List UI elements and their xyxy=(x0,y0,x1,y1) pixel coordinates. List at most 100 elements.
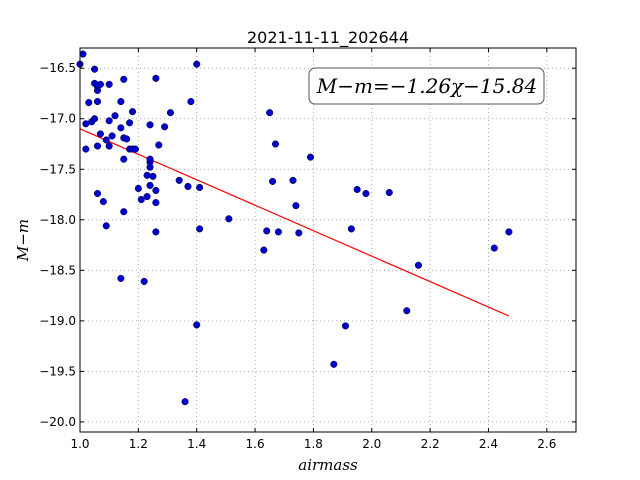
data-point xyxy=(128,108,137,116)
data-point xyxy=(117,98,125,106)
data-point xyxy=(505,228,513,236)
y-tick-label: −19.5 xyxy=(39,364,76,378)
data-point xyxy=(196,183,204,192)
plot-frame xyxy=(79,47,577,433)
x-tick-labels: 1.0 1.2 1.4 1.6 1.8 2.0 2.2 2.4 2.6 xyxy=(70,437,556,451)
x-axis-label: airmass xyxy=(298,456,358,474)
data-point xyxy=(152,186,160,195)
data-point xyxy=(347,225,355,233)
data-point xyxy=(85,99,93,107)
data-point xyxy=(120,75,128,83)
data-point xyxy=(143,192,151,201)
data-point xyxy=(143,171,151,179)
data-point xyxy=(146,181,154,189)
data-point xyxy=(117,274,125,282)
y-tick-label: −17.0 xyxy=(39,112,76,126)
data-point xyxy=(161,123,169,131)
data-point xyxy=(93,189,102,198)
data-point xyxy=(96,80,104,88)
chart-title: 2021-11-11_202644 xyxy=(247,28,409,48)
data-point xyxy=(295,229,303,237)
data-point xyxy=(341,322,350,330)
x-tick-label: 2.0 xyxy=(362,437,381,451)
data-point xyxy=(269,177,277,185)
x-tick-label: 1.0 xyxy=(70,437,89,451)
data-point xyxy=(123,135,131,143)
y-tick-label: −18.0 xyxy=(39,213,76,227)
data-point xyxy=(271,140,280,148)
data-point xyxy=(102,222,110,230)
data-point xyxy=(166,109,174,117)
data-point xyxy=(175,176,183,184)
data-point xyxy=(155,141,163,149)
y-axis-label: M−m xyxy=(14,219,32,262)
x-tick-label: 1.2 xyxy=(129,437,148,451)
y-tick-labels: −16.5 −17.0 −17.5 −18.0 −18.5 −19.0 −19.5 −20.0 xyxy=(39,61,76,429)
data-point xyxy=(93,98,102,106)
data-point xyxy=(260,246,268,254)
data-point xyxy=(146,121,154,129)
data-point xyxy=(108,132,116,140)
data-point xyxy=(414,261,422,269)
data-point xyxy=(91,115,99,123)
x-tick-label: 2.4 xyxy=(479,437,498,451)
data-point xyxy=(152,199,160,207)
data-point xyxy=(225,215,233,223)
data-point xyxy=(149,172,157,180)
plot-area-background xyxy=(80,48,576,432)
data-point xyxy=(91,65,99,73)
x-tick-label: 2.2 xyxy=(421,437,440,451)
data-point xyxy=(152,228,160,236)
data-point xyxy=(263,227,271,235)
data-point xyxy=(196,225,204,233)
data-point xyxy=(96,130,104,138)
data-point xyxy=(353,185,361,194)
data-point xyxy=(134,184,142,193)
data-point xyxy=(385,188,393,197)
data-point xyxy=(306,153,315,161)
data-point xyxy=(292,202,300,210)
data-point xyxy=(99,198,107,206)
data-point xyxy=(131,145,139,153)
data-point xyxy=(120,208,128,216)
data-point xyxy=(93,142,102,150)
y-tick-label: −17.5 xyxy=(39,162,76,176)
y-tick-label: −18.5 xyxy=(39,263,76,277)
data-point xyxy=(120,155,128,163)
data-point xyxy=(102,136,110,144)
y-tick-label: −20.0 xyxy=(39,415,76,429)
data-point xyxy=(105,80,113,88)
data-point xyxy=(126,119,134,127)
data-point xyxy=(105,142,113,150)
grid xyxy=(80,48,576,432)
fit-equation: M−m=−1.26χ−15.84 xyxy=(316,74,537,98)
y-tick-label: −16.5 xyxy=(39,61,76,75)
fit-equation-box: M−m=−1.26χ−15.84 xyxy=(308,67,545,105)
axis-ticks xyxy=(79,48,576,432)
data-point xyxy=(82,145,90,153)
x-tick-label: 1.4 xyxy=(187,437,206,451)
data-point xyxy=(140,277,148,285)
data-point xyxy=(266,109,274,117)
data-point xyxy=(111,112,119,120)
data-point xyxy=(274,228,282,236)
data-point xyxy=(146,163,154,171)
y-tick-label: −19.0 xyxy=(39,314,76,328)
data-point xyxy=(152,74,160,82)
x-tick-label: 1.6 xyxy=(246,437,265,451)
data-point xyxy=(403,307,411,315)
fit-equation-frame xyxy=(308,67,545,105)
data-point xyxy=(181,398,189,406)
data-point xyxy=(362,189,370,198)
data-point xyxy=(117,124,125,132)
data-point xyxy=(146,155,154,163)
data-point xyxy=(193,321,201,329)
data-point xyxy=(187,98,195,106)
data-point xyxy=(137,196,145,204)
data-point xyxy=(330,360,338,368)
data-points xyxy=(76,50,513,406)
data-point xyxy=(105,117,113,125)
x-tick-label: 2.6 xyxy=(537,437,556,451)
data-point xyxy=(289,176,297,184)
